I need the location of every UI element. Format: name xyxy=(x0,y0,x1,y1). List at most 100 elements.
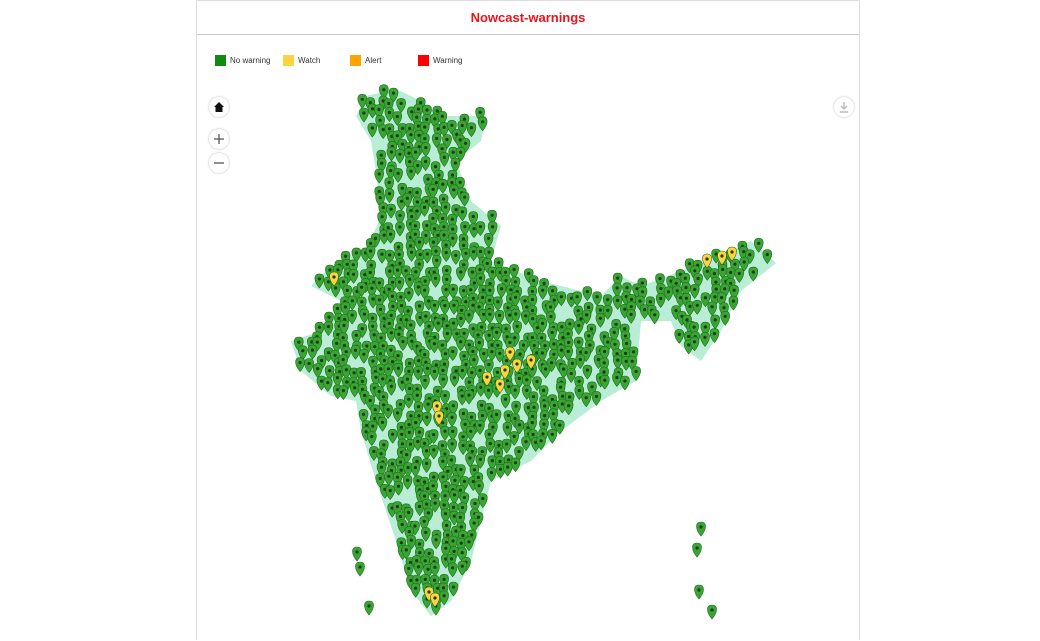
station-marker[interactable] xyxy=(351,329,362,345)
station-marker[interactable] xyxy=(521,436,531,452)
station-marker[interactable] xyxy=(509,431,519,446)
station-marker[interactable] xyxy=(413,561,424,577)
station-marker[interactable] xyxy=(430,592,440,608)
station-marker[interactable] xyxy=(447,426,458,441)
station-marker[interactable] xyxy=(442,328,453,343)
station-marker[interactable] xyxy=(495,463,506,479)
station-marker[interactable] xyxy=(451,250,461,265)
station-marker[interactable] xyxy=(349,382,360,398)
station-marker[interactable] xyxy=(355,561,365,577)
station-marker[interactable] xyxy=(434,410,444,426)
station-marker[interactable] xyxy=(377,211,387,227)
station-marker[interactable] xyxy=(631,366,641,381)
station-marker[interactable] xyxy=(448,581,459,597)
station-marker[interactable] xyxy=(511,308,521,324)
station-marker[interactable] xyxy=(384,470,394,486)
station-marker[interactable] xyxy=(493,296,503,312)
station-marker[interactable] xyxy=(694,584,704,600)
legend-item[interactable]: Warning xyxy=(418,55,463,66)
station-marker[interactable] xyxy=(402,192,413,208)
station-marker[interactable] xyxy=(693,273,703,288)
station-marker[interactable] xyxy=(464,389,474,405)
station-marker[interactable] xyxy=(419,202,430,217)
station-marker[interactable] xyxy=(500,364,510,380)
station-marker[interactable] xyxy=(512,358,522,374)
station-marker[interactable] xyxy=(510,291,521,307)
station-marker[interactable] xyxy=(387,428,398,444)
station-marker[interactable] xyxy=(448,346,458,361)
station-marker[interactable] xyxy=(386,203,396,219)
station-marker[interactable] xyxy=(595,312,606,328)
station-marker[interactable] xyxy=(460,221,470,237)
station-marker[interactable] xyxy=(448,283,458,299)
station-marker[interactable] xyxy=(592,291,602,307)
station-marker[interactable] xyxy=(465,452,475,468)
station-marker[interactable] xyxy=(449,299,459,315)
station-marker[interactable] xyxy=(663,286,674,302)
station-marker[interactable] xyxy=(431,133,442,148)
station-marker[interactable] xyxy=(295,357,305,373)
station-marker[interactable] xyxy=(456,464,466,479)
station-marker[interactable] xyxy=(420,374,430,390)
station-marker[interactable] xyxy=(449,489,460,505)
station-marker[interactable] xyxy=(502,421,513,437)
station-marker[interactable] xyxy=(522,374,532,390)
station-marker[interactable] xyxy=(681,282,691,298)
station-marker[interactable] xyxy=(413,365,423,381)
station-marker[interactable] xyxy=(483,384,494,400)
station-marker[interactable] xyxy=(537,318,548,333)
station-marker[interactable] xyxy=(375,473,385,488)
station-marker[interactable] xyxy=(414,501,425,516)
station-marker[interactable] xyxy=(547,428,558,444)
station-marker[interactable] xyxy=(762,249,773,264)
station-marker[interactable] xyxy=(431,534,441,550)
station-marker[interactable] xyxy=(383,404,393,420)
station-marker[interactable] xyxy=(537,347,548,363)
station-marker[interactable] xyxy=(532,376,542,391)
station-marker[interactable] xyxy=(556,291,567,307)
station-marker[interactable] xyxy=(421,445,432,461)
station-marker[interactable] xyxy=(487,221,498,237)
station-marker[interactable] xyxy=(323,321,334,337)
station-marker[interactable] xyxy=(429,299,440,315)
station-marker[interactable] xyxy=(692,542,702,558)
station-marker[interactable] xyxy=(307,344,318,360)
station-marker[interactable] xyxy=(717,250,727,266)
station-marker[interactable] xyxy=(502,461,513,477)
station-marker[interactable] xyxy=(491,327,502,342)
legend-item[interactable]: Alert xyxy=(350,55,381,66)
station-marker[interactable] xyxy=(348,268,359,284)
station-marker[interactable] xyxy=(386,380,397,396)
station-marker[interactable] xyxy=(367,122,378,138)
station-marker[interactable] xyxy=(422,411,432,427)
station-marker[interactable] xyxy=(404,563,414,578)
station-marker[interactable] xyxy=(526,354,536,370)
station-marker[interactable] xyxy=(582,364,593,380)
station-marker[interactable] xyxy=(528,391,539,407)
station-marker[interactable] xyxy=(404,427,415,442)
station-marker[interactable] xyxy=(467,266,478,282)
station-marker[interactable] xyxy=(748,266,759,282)
station-marker[interactable] xyxy=(479,348,489,364)
station-marker[interactable] xyxy=(410,462,421,478)
station-marker[interactable] xyxy=(422,362,433,378)
station-marker[interactable] xyxy=(511,400,521,416)
station-marker[interactable] xyxy=(475,419,485,435)
station-marker[interactable] xyxy=(358,408,369,424)
station-marker[interactable] xyxy=(734,268,745,283)
station-marker[interactable] xyxy=(649,309,660,325)
legend-item[interactable]: Watch xyxy=(283,55,320,66)
station-marker[interactable] xyxy=(689,284,700,299)
station-marker[interactable] xyxy=(412,389,423,405)
station-marker[interactable] xyxy=(422,248,433,264)
station-marker[interactable] xyxy=(429,444,439,460)
station-marker[interactable] xyxy=(433,317,443,333)
station-marker[interactable] xyxy=(514,419,525,435)
station-marker[interactable] xyxy=(563,346,573,361)
station-marker[interactable] xyxy=(323,377,333,393)
station-marker[interactable] xyxy=(581,309,592,325)
station-marker[interactable] xyxy=(386,146,397,162)
station-marker[interactable] xyxy=(753,238,764,253)
station-marker[interactable] xyxy=(485,308,495,324)
station-marker[interactable] xyxy=(384,188,395,204)
